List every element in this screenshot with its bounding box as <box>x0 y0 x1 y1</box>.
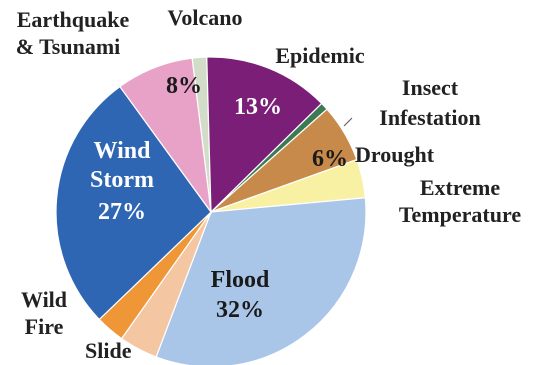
label-flood: Flood <box>211 267 270 293</box>
leader-line-insect-infestation <box>343 117 353 127</box>
pie-slices <box>55 56 367 365</box>
pct-label-earthquake-and-tsunami: 8% <box>166 73 202 99</box>
label-wild-fire-line-2: Fire <box>25 314 64 339</box>
label-epidemic: Epidemic <box>275 43 364 68</box>
label-insect-infestation-line-2: Infestation <box>379 105 480 130</box>
slice-earthquake-and-tsunami <box>119 57 212 215</box>
pct-label-flood: 32% <box>216 297 264 323</box>
slice-wind-storm <box>55 85 212 321</box>
label-extreme-temperature-line-2: Temperature <box>399 202 521 227</box>
label-earthquake-and-tsunami-line-2: & Tsunami <box>16 34 121 59</box>
label-insect-infestation-line-1: Insect <box>402 75 459 100</box>
label-wind-storm-line-2: Storm <box>90 167 154 193</box>
label-wind-storm-line-1: Wind <box>94 138 152 164</box>
label-drought: Drought <box>355 142 435 167</box>
pct-label-drought: 6% <box>312 146 348 172</box>
slice-flood <box>155 197 367 365</box>
label-volcano: Volcano <box>168 5 243 30</box>
label-wild-fire-line-1: Wild <box>21 287 67 312</box>
slice-epidemic <box>206 56 323 214</box>
label-slide: Slide <box>85 338 132 363</box>
label-earthquake-and-tsunami-line-1: Earthquake <box>17 7 130 32</box>
label-extreme-temperature-line-1: Extreme <box>420 175 500 200</box>
pie-labels: Volcano Epidemic 13% Insect Infestation Droug… <box>16 5 522 363</box>
pct-label-wind-storm: 27% <box>98 199 146 225</box>
pct-label-epidemic: 13% <box>234 94 282 120</box>
